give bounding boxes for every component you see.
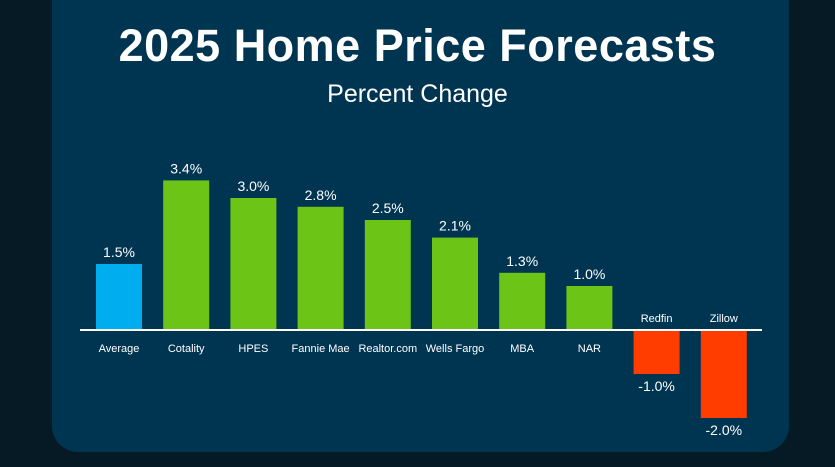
bar-redfin	[633, 330, 680, 374]
value-label: 2.5%	[372, 200, 404, 216]
category-label: Fannie Mae	[292, 343, 350, 355]
category-label: Average	[99, 343, 140, 355]
value-label: -2.0%	[706, 422, 743, 438]
value-label: 3.4%	[170, 160, 202, 176]
bar-fannie-mae	[297, 206, 344, 330]
bar-average	[96, 264, 142, 330]
value-label: 2.1%	[439, 218, 471, 234]
category-label: NAR	[578, 343, 601, 355]
value-label: 3.0%	[237, 178, 269, 194]
bar-nar	[566, 286, 613, 330]
value-label: -1.0%	[638, 378, 675, 394]
value-label: 1.0%	[573, 266, 605, 282]
chart-title: 2025 Home Price Forecasts	[118, 20, 717, 71]
chart-subtitle: Percent Change	[327, 80, 508, 108]
category-label: HPES	[238, 343, 268, 355]
bar-mba	[499, 272, 546, 330]
category-label: Realtor.com	[358, 343, 417, 355]
bar-hpes	[230, 198, 277, 330]
category-label: Wells Fargo	[426, 343, 484, 355]
bar-cotality	[163, 180, 210, 330]
bar-realtor-com	[364, 220, 411, 330]
value-label: 2.8%	[305, 187, 337, 203]
value-label: 1.5%	[103, 244, 135, 260]
value-label: 1.3%	[506, 253, 538, 269]
category-label: Redfin	[641, 313, 673, 325]
bar-zillow	[700, 330, 747, 418]
category-label: Zillow	[710, 313, 738, 325]
bar-wells-fargo	[432, 237, 478, 330]
category-label: Cotality	[168, 343, 205, 355]
category-label: MBA	[510, 343, 535, 355]
